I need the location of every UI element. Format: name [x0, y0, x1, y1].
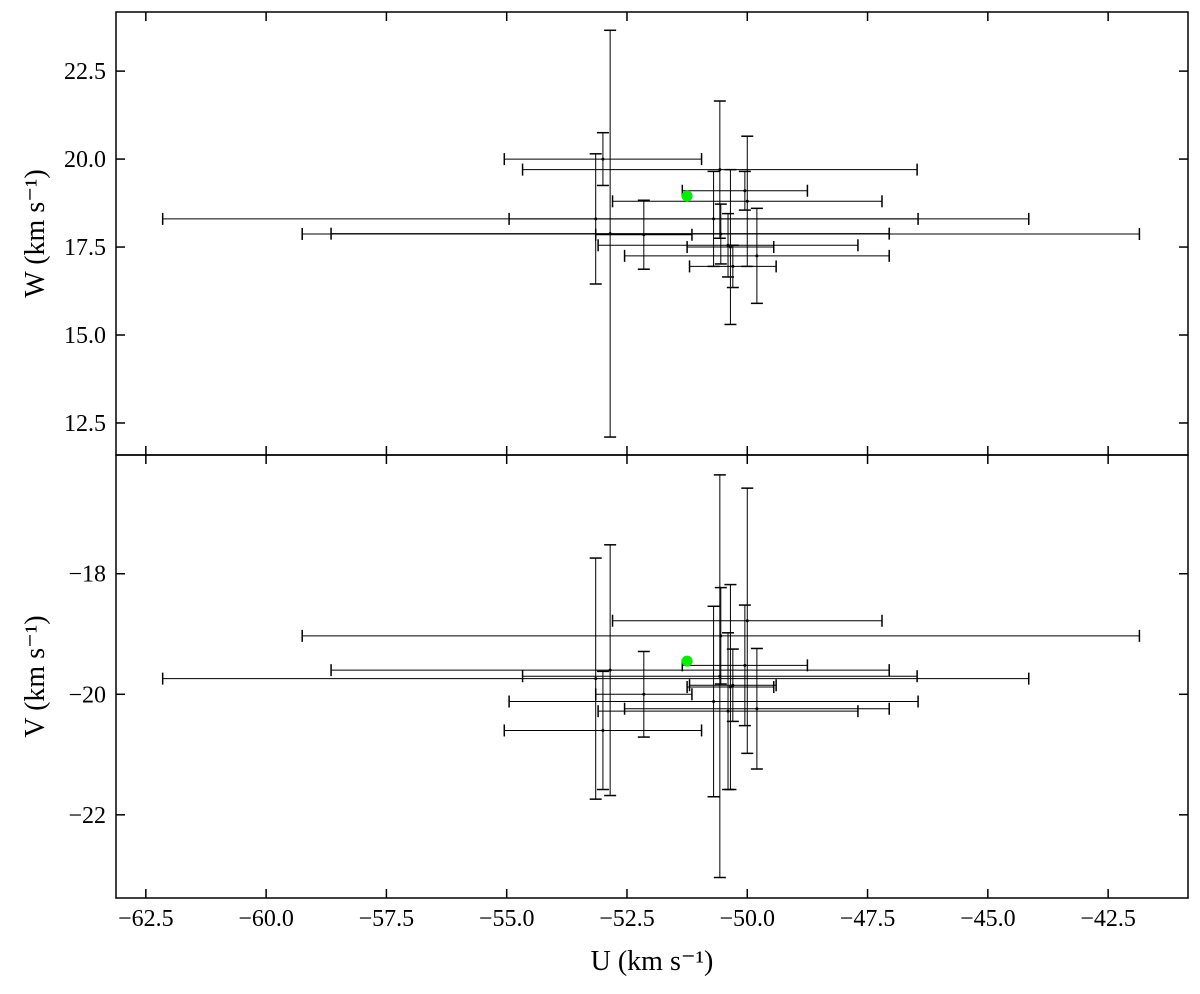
point	[601, 728, 605, 732]
point	[642, 692, 646, 696]
point	[755, 707, 759, 711]
x-tick-label: −62.5	[118, 906, 174, 932]
y-tick-label: 22.5	[64, 59, 106, 85]
point	[755, 254, 759, 258]
point	[745, 199, 749, 203]
y-tick-label: 20.0	[64, 147, 106, 173]
y-tick-label: −20	[68, 682, 106, 708]
y-axis-label: V (km s⁻¹)	[20, 615, 51, 737]
x-axis-label: U (km s⁻¹)	[591, 946, 714, 977]
y-tick-label: 17.5	[64, 235, 106, 261]
y-tick-label: 15.0	[64, 323, 106, 349]
x-tick-label: −50.0	[719, 906, 775, 932]
point	[594, 677, 598, 681]
x-tick-label: −57.5	[359, 906, 415, 932]
point	[608, 668, 612, 672]
point	[731, 683, 735, 687]
point	[731, 264, 735, 268]
point	[681, 190, 693, 202]
point	[712, 217, 716, 221]
point	[719, 232, 723, 236]
point	[743, 189, 747, 193]
x-tick-label: −60.0	[238, 906, 294, 932]
x-tick-label: −42.5	[1080, 906, 1136, 932]
point	[743, 663, 747, 667]
point	[728, 245, 732, 249]
y-tick-label: −18	[68, 562, 106, 588]
point	[681, 655, 693, 667]
point	[728, 685, 732, 689]
x-tick-label: −52.5	[599, 906, 655, 932]
point	[601, 157, 605, 161]
plot-frame	[115, 454, 1189, 899]
x-tick-label: −55.0	[479, 906, 535, 932]
y-tick-label: 12.5	[64, 411, 106, 437]
x-tick-label: −47.5	[840, 906, 896, 932]
point	[726, 709, 730, 713]
x-tick-label: −45.0	[960, 906, 1016, 932]
y-axis-label: W (km s⁻¹)	[20, 169, 51, 297]
point	[719, 634, 723, 638]
point	[745, 619, 749, 623]
point	[712, 700, 716, 704]
point	[718, 168, 722, 172]
y-tick-label: −22	[68, 803, 106, 829]
